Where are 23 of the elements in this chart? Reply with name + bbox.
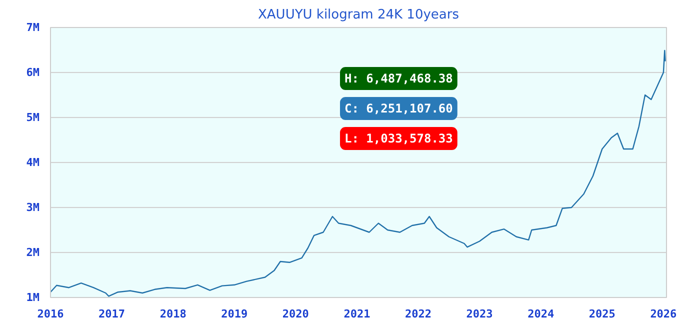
- line-series: [50, 50, 666, 297]
- annotation: C: 6,251,107.60: [344, 102, 453, 116]
- x-tick-label: 2021: [344, 308, 371, 320]
- x-tick-label: 2025: [588, 308, 616, 320]
- y-tick-label: 1M: [26, 291, 40, 304]
- x-tick-label: 2020: [282, 308, 309, 320]
- x-tick-label: 2026: [650, 308, 678, 320]
- chart-title: XAUUYU kilogram 24K 10years: [258, 8, 460, 22]
- y-tick-label: 5M: [26, 111, 40, 124]
- annotation: L: 1,033,578.33: [344, 132, 453, 146]
- y-tick-label: 6M: [26, 66, 40, 79]
- x-tick-label: 2016: [37, 308, 64, 320]
- x-tick-label: 2019: [221, 308, 248, 320]
- annotation: H: 6,487,468.38: [344, 72, 453, 86]
- x-tick-label: 2018: [160, 308, 186, 320]
- y-tick-label: 3M: [26, 201, 40, 214]
- y-tick-label: 7M: [26, 21, 40, 34]
- x-tick-label: 2022: [405, 308, 432, 320]
- x-tick-label: 2017: [98, 308, 126, 320]
- y-tick-label: 2M: [26, 246, 40, 259]
- x-tick-label: 2023: [466, 308, 493, 320]
- y-tick-label: 4M: [26, 156, 40, 169]
- x-tick-label: 2024: [528, 308, 554, 320]
